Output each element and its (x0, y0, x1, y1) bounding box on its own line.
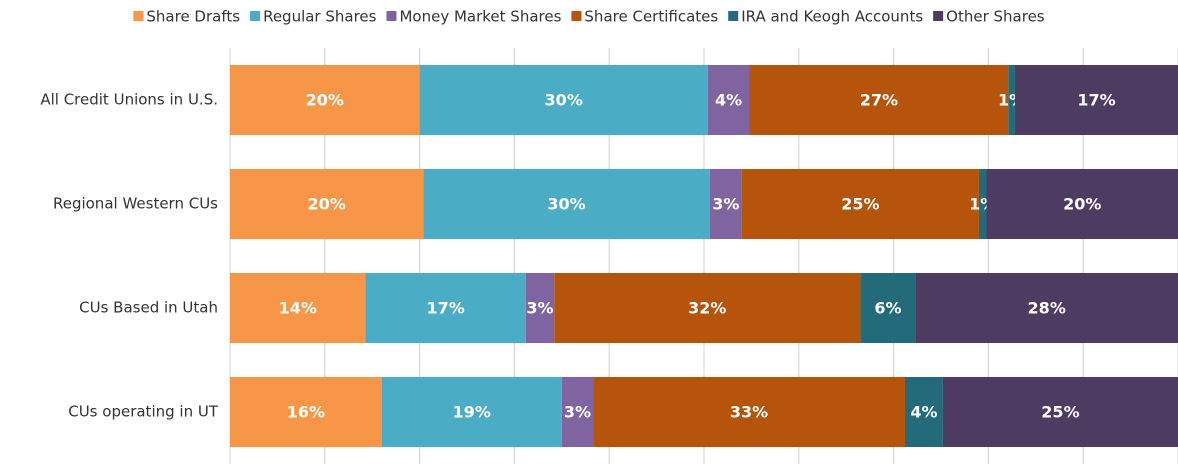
bar-segment (741, 169, 979, 239)
y-tick-label: CUs Based in Utah (79, 299, 218, 317)
legend-swatch (386, 11, 397, 21)
bar-segment (423, 169, 710, 239)
legend-label: Other Shares (946, 8, 1045, 26)
bar-segment (1014, 65, 1178, 135)
bar-segment (230, 169, 424, 239)
legend-label: IRA and Keogh Accounts (741, 8, 923, 26)
data-label: 3% (712, 195, 739, 214)
bar-segment (709, 169, 742, 239)
bar-segment (230, 273, 366, 343)
legend-label: Share Drafts (146, 8, 240, 26)
bar-segment (230, 65, 420, 135)
data-label: 14% (279, 299, 317, 318)
y-tick-label: All Credit Unions in U.S. (40, 91, 218, 109)
bar-segment (419, 65, 708, 135)
bar-segment (230, 377, 382, 447)
legend-swatch (728, 11, 739, 21)
bar-segment (554, 273, 861, 343)
data-label: 27% (860, 91, 898, 110)
data-label: 32% (688, 299, 726, 318)
bar-segment (904, 377, 943, 447)
legend-swatch (250, 11, 261, 21)
y-tick-label: Regional Western CUs (53, 195, 218, 213)
bar-segment (915, 273, 1178, 343)
data-label: 3% (564, 403, 591, 422)
legend-label: Share Certificates (584, 8, 718, 26)
data-label: 6% (874, 299, 901, 318)
data-label: 3% (526, 299, 553, 318)
bar-segment (593, 377, 905, 447)
data-label: 16% (287, 403, 325, 422)
bar-segment (561, 377, 594, 447)
legend: Share Drafts Regular Shares Money Market S… (133, 8, 1045, 26)
data-label: 20% (1063, 195, 1101, 214)
data-label: 4% (910, 403, 937, 422)
data-label: 30% (545, 91, 583, 110)
legend-swatch (571, 11, 582, 21)
bar-segment (707, 65, 750, 135)
legend-swatch (933, 11, 944, 21)
data-label: 25% (841, 195, 879, 214)
data-label: 17% (427, 299, 465, 318)
data-label: 19% (453, 403, 491, 422)
legend-label: Regular Shares (263, 8, 377, 26)
data-label: 33% (730, 403, 768, 422)
bar-segment (749, 65, 1009, 135)
data-label: 25% (1041, 403, 1079, 422)
bar-segment (381, 377, 562, 447)
y-tick-label: CUs operating in UT (68, 403, 219, 421)
data-label: 28% (1028, 299, 1066, 318)
bar-segment (942, 377, 1178, 447)
data-label: 20% (308, 195, 346, 214)
data-label: 17% (1077, 91, 1115, 110)
legend-swatch (133, 11, 144, 21)
bar-segment (365, 273, 526, 343)
bar-segment (1008, 65, 1015, 135)
legend-label: Money Market Shares (399, 8, 561, 26)
bar-segment (525, 273, 555, 343)
data-label: 20% (306, 91, 344, 110)
bar-segment (986, 169, 1178, 239)
data-label: 4% (715, 91, 742, 110)
data-label: 30% (547, 195, 585, 214)
bar-segment (860, 273, 916, 343)
bar-segment (978, 169, 987, 239)
